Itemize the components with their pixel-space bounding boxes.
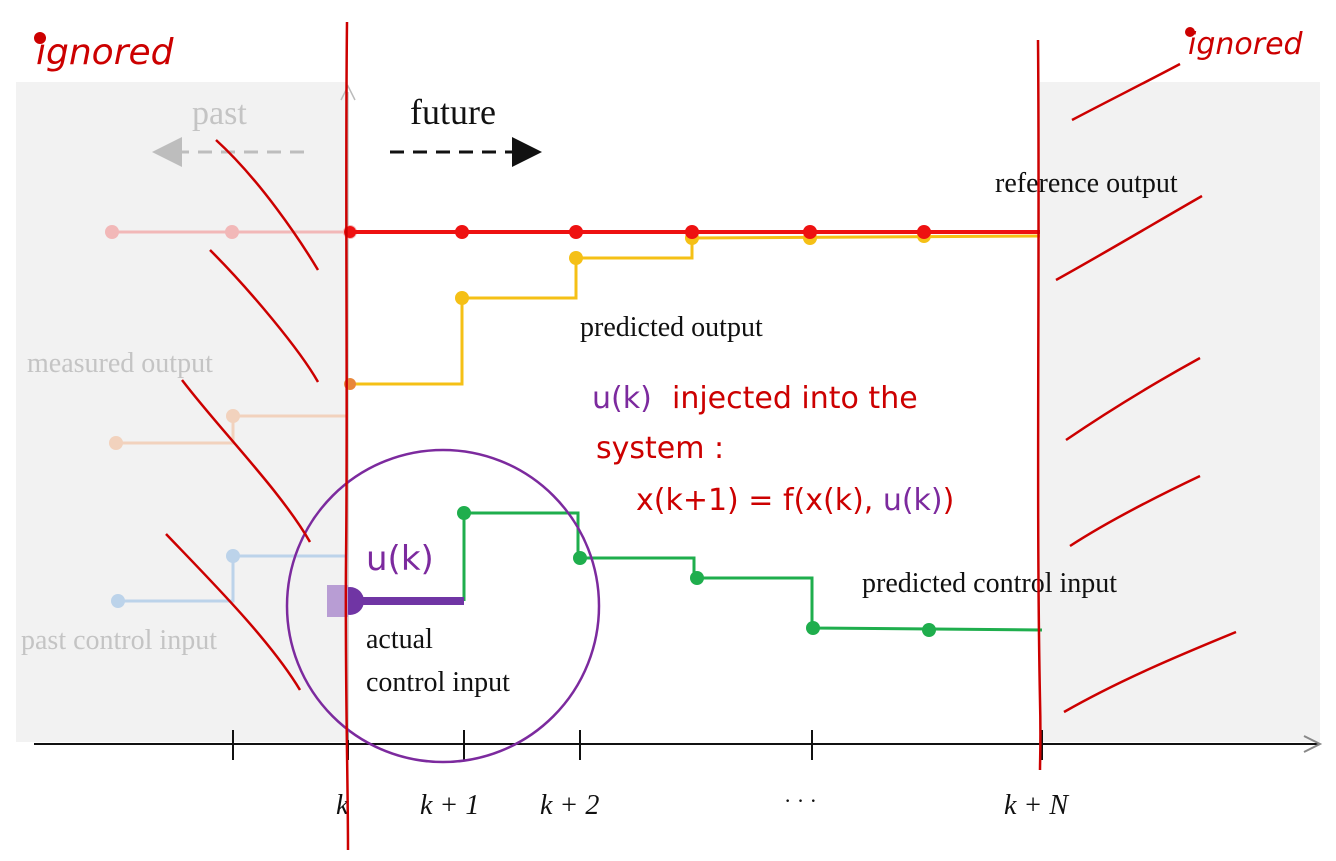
measured-output-line <box>116 414 348 445</box>
predicted-control-point <box>690 571 704 585</box>
tick-label-kN: k + N <box>1004 790 1069 821</box>
actual-control-label-line1: actual <box>366 624 433 655</box>
horizon-start-line <box>344 21 350 851</box>
predicted-control-label: predicted control input <box>862 568 1117 599</box>
predicted-control-point <box>922 623 936 637</box>
predicted-control-point <box>806 621 820 635</box>
eq-part1: x(k+1) = f(x(k), <box>636 483 883 518</box>
tick-label-dots: · · · <box>784 788 817 813</box>
reference-output-point <box>455 225 469 239</box>
past-control-point <box>226 549 240 563</box>
past-label: past <box>192 95 247 132</box>
inject-u-k: u(k) <box>592 381 652 416</box>
eq-part2: u(k) <box>883 483 943 518</box>
highlight-circle <box>285 448 601 764</box>
predicted-control-point <box>457 506 471 520</box>
predicted-output-label: predicted output <box>580 312 763 343</box>
tick-label-k: k <box>336 790 349 821</box>
predicted-control-line <box>462 511 1043 632</box>
reference-output-point <box>917 225 931 239</box>
predicted-output-line <box>350 234 1041 386</box>
reference-output-point <box>685 225 699 239</box>
past-shade <box>16 82 348 742</box>
reference-output-point <box>569 225 583 239</box>
time-axis-arrowhead <box>1303 735 1323 753</box>
measured-output-point <box>109 436 123 450</box>
actual-control-point-mask <box>327 585 348 617</box>
predicted-output-point <box>455 291 469 305</box>
tick-label-k2: k + 2 <box>540 790 599 821</box>
past-control-point <box>111 594 125 608</box>
hatch-stroke <box>165 533 302 691</box>
now-axis-arrowhead <box>340 84 356 101</box>
hatch-stroke <box>1071 62 1181 122</box>
reference-past-point <box>225 225 239 239</box>
measured-output-label: measured output <box>27 348 213 379</box>
hatch-stroke <box>1069 474 1201 548</box>
ignored-label-right: ignored <box>1188 27 1304 62</box>
horizon-end-line <box>1036 39 1042 771</box>
hatch-stroke <box>215 139 320 271</box>
tick-label-k1: k + 1 <box>420 790 479 821</box>
ignored-dot-right <box>1185 27 1195 37</box>
ignored-label-left: ignored <box>36 32 175 73</box>
hatch-stroke <box>181 379 312 543</box>
u-k-label: u(k) <box>366 539 434 579</box>
future-label: future <box>410 92 496 132</box>
past-control-line <box>118 554 348 603</box>
measured-output-point <box>226 409 240 423</box>
eq-part3: ) <box>943 483 955 518</box>
inject-line2: system : <box>596 431 724 466</box>
hatch-stroke <box>1055 194 1203 282</box>
reference-output-point <box>803 225 817 239</box>
hatch-stroke <box>1063 630 1237 714</box>
reference-past-point <box>105 225 119 239</box>
past-control-label: past control input <box>21 625 217 656</box>
beyond-horizon-shade <box>1040 82 1320 742</box>
hatch-stroke <box>1065 356 1201 442</box>
predicted-output-point <box>569 251 583 265</box>
reference-output-label: reference output <box>995 168 1178 199</box>
dynamics-equation: x(k+1) = f(x(k), u(k)) <box>636 483 954 518</box>
predicted-control-point <box>573 551 587 565</box>
actual-control-label-line2: control input <box>366 667 510 698</box>
ignored-dot-left <box>34 32 46 44</box>
hatch-stroke <box>209 249 320 383</box>
inject-line1: injected into the <box>672 381 918 416</box>
